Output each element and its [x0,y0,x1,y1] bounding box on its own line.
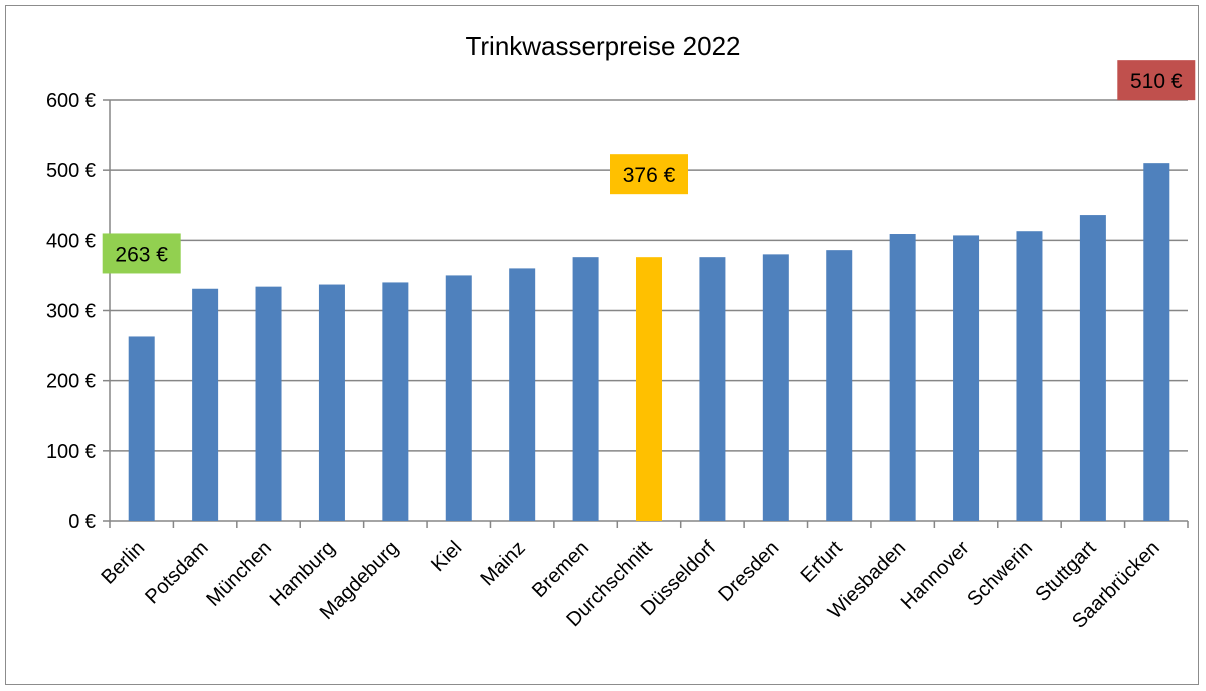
bar-magdeburg [382,282,409,521]
callout-box [102,233,181,274]
callout-berlin: 263 € [102,233,181,274]
bar-durchschnitt [636,257,662,521]
bar-münchen [255,286,282,521]
data-label: 376 € [623,164,676,187]
bar-saarbrücken [1143,163,1170,521]
bar-schwerin [1016,231,1043,521]
data-label: 263 € [115,243,168,266]
bar-bremen [572,257,599,521]
bar-erfurt [826,250,853,521]
x-tick-label: Berlin [98,537,150,589]
bar-kiel [445,275,472,521]
bar-wiesbaden [889,234,916,522]
bar-stuttgart [1079,215,1106,521]
data-label: 510 € [1130,70,1183,93]
y-tick-label: 600 € [46,90,96,112]
x-tick-label: Mainz [476,537,529,590]
value-callouts: 263 € 376 € 510 € [102,60,1196,274]
callout-box [1117,60,1196,101]
x-tick-label: Schwerin [963,537,1037,611]
x-tick-label: Kiel [427,537,466,576]
bar-mainz [509,268,536,521]
bar-potsdam [192,288,219,521]
x-tick-label: Dresden [714,537,783,606]
x-tick-label: Bremen [528,537,593,602]
y-tick-label: 0 € [68,511,96,533]
bar-düsseldorf [699,257,726,521]
callout-durchschnitt: 376 € [610,154,688,195]
y-tick-label: 100 € [46,441,96,463]
x-tick-label: Hannover [897,537,974,614]
x-tick-label: München [202,537,276,611]
y-tick-label: 200 € [46,371,96,393]
callout-box [610,154,688,195]
bar-berlin [128,336,155,521]
callout-saarbrücken: 510 € [1117,60,1196,101]
x-tick-label: Potsdam [141,537,212,608]
chart-title: Trinkwasserpreise 2022 [465,31,740,61]
bars [128,163,1170,522]
bar-hamburg [318,284,345,521]
y-tick-label: 300 € [46,301,96,323]
y-tick-label: 500 € [46,160,96,182]
bar-hannover [953,235,980,521]
bar-dresden [762,254,789,521]
y-tick-label: 400 € [46,230,96,252]
x-tick-label: Erfurt [797,537,847,587]
